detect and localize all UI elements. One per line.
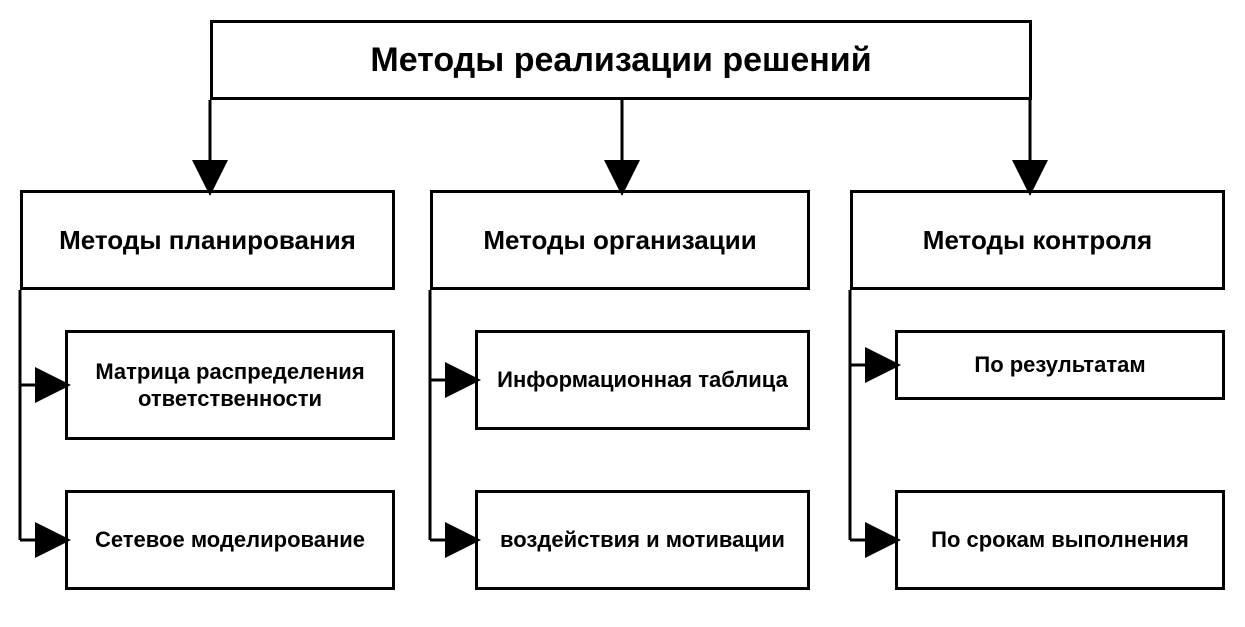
root-node: Методы реализации решений: [210, 20, 1032, 100]
item-node: Сетевое моделирование: [65, 490, 395, 590]
item-label: воздействия и мотивации: [500, 526, 785, 554]
category-label: Методы организации: [483, 224, 756, 257]
item-label: Сетевое моделирование: [95, 526, 365, 554]
item-node: Матрица распределения ответственности: [65, 330, 395, 440]
category-node-control: Методы контроля: [850, 190, 1225, 290]
item-node: Информационная таблица: [475, 330, 810, 430]
category-node-planning: Методы планирования: [20, 190, 395, 290]
item-label: По результатам: [974, 351, 1145, 379]
item-label: Информационная таблица: [497, 366, 788, 394]
item-node: воздействия и мотивации: [475, 490, 810, 590]
root-label: Методы реализации решений: [370, 39, 871, 82]
item-label: Матрица распределения ответственности: [76, 358, 384, 413]
category-label: Методы планирования: [59, 224, 356, 257]
category-label: Методы контроля: [923, 224, 1152, 257]
category-node-organization: Методы организации: [430, 190, 810, 290]
diagram-canvas: Методы реализации решений Методы планиро…: [0, 0, 1245, 627]
item-node: По срокам выполнения: [895, 490, 1225, 590]
item-label: По срокам выполнения: [931, 526, 1189, 554]
item-node: По результатам: [895, 330, 1225, 400]
